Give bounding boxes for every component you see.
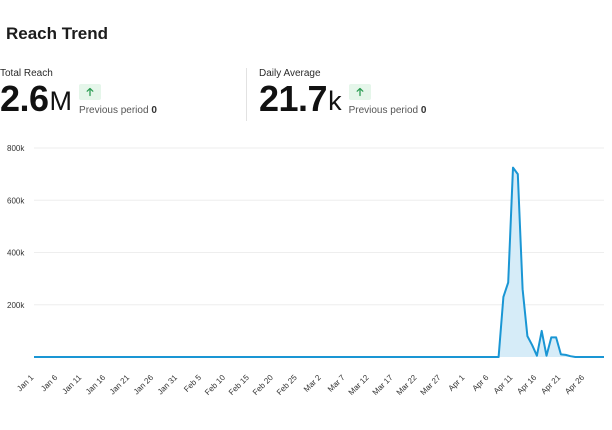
x-tick-label: Jan 16 <box>84 373 108 397</box>
y-tick-label: 600k <box>7 196 25 205</box>
total-reach-unit: M <box>49 86 73 116</box>
x-tick-label: Feb 5 <box>182 373 203 394</box>
previous-period-label: Previous period <box>348 105 419 116</box>
x-tick-label: Apr 16 <box>515 373 538 396</box>
daily-average-stat: Daily Average 21.7 k Previous period 0 <box>259 68 426 118</box>
x-tick-label: Jan 26 <box>132 373 156 397</box>
x-tick-label: Feb 10 <box>203 373 227 397</box>
previous-period-text: Previous period 0 <box>349 105 427 116</box>
x-tick-label: Apr 1 <box>447 373 467 393</box>
x-tick-label: Apr 21 <box>539 373 562 396</box>
daily-average-value: 21.7 <box>259 78 328 119</box>
x-tick-label: Mar 22 <box>395 373 419 397</box>
x-tick-label: Feb 20 <box>251 373 275 397</box>
page-title: Reach Trend <box>6 24 109 43</box>
x-tick-label: Mar 2 <box>302 373 323 394</box>
x-tick-label: Jan 21 <box>108 373 132 397</box>
y-tick-label: 400k <box>7 249 25 258</box>
y-tick-label: 800k <box>7 144 25 153</box>
x-tick-label: Mar 12 <box>347 373 371 397</box>
x-tick-label: Jan 1 <box>15 373 36 394</box>
x-tick-label: Mar 7 <box>326 373 347 394</box>
total-reach-label: Total Reach <box>0 68 53 79</box>
x-tick-label: Mar 27 <box>419 373 443 397</box>
x-tick-label: Jan 6 <box>39 373 60 394</box>
total-reach-stat: Total Reach 2.6 M Previous period 0 <box>0 68 157 118</box>
total-reach-value: 2.6 <box>0 78 49 119</box>
x-tick-label: Jan 31 <box>156 373 180 397</box>
x-tick-label: Apr 11 <box>492 373 515 396</box>
stat-divider <box>246 68 247 121</box>
previous-period-text: Previous period 0 <box>79 105 157 116</box>
trend-up-badge <box>79 84 102 100</box>
x-tick-label: Jan 11 <box>60 373 83 396</box>
daily-average-unit: k <box>328 86 342 116</box>
previous-period-label: Previous period <box>79 105 149 116</box>
x-tick-label: Apr 26 <box>563 373 586 396</box>
x-tick-label: Feb 15 <box>227 373 251 397</box>
x-tick-label: Apr 6 <box>471 373 491 393</box>
previous-period-value: 0 <box>151 105 157 116</box>
arrow-up-icon <box>86 87 94 97</box>
series-line <box>34 166 604 358</box>
trend-up-badge <box>348 84 371 100</box>
y-tick-label: 200k <box>7 301 25 310</box>
x-tick-label: Feb 25 <box>275 373 299 397</box>
x-tick-label: Mar 17 <box>371 373 395 397</box>
daily-average-label: Daily Average <box>259 68 321 79</box>
arrow-up-icon <box>356 87 364 97</box>
previous-period-value: 0 <box>420 105 427 116</box>
